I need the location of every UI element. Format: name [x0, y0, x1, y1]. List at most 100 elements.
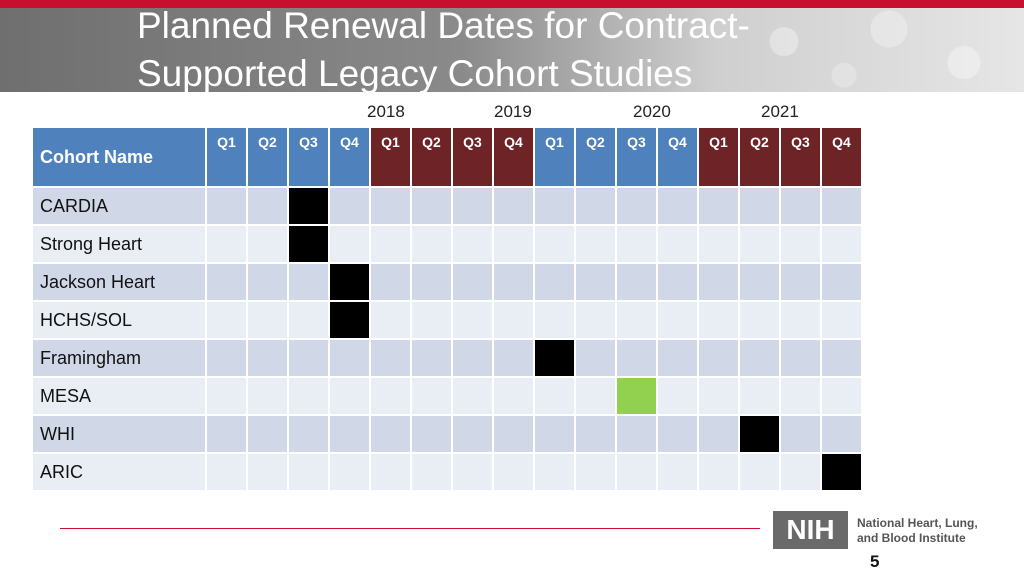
cohort-name-cell: Strong Heart: [33, 226, 205, 264]
quarter-cell: [453, 188, 492, 226]
quarter-cell: [207, 416, 246, 454]
quarter-cell: [658, 340, 697, 378]
quarter-cell: [535, 302, 574, 340]
year-label-2020: 2020: [633, 102, 671, 121]
quarter-cell: [740, 378, 779, 416]
quarter-cell: [371, 302, 410, 340]
quarter-header: Q4: [658, 128, 697, 188]
table-row: WHI: [33, 416, 861, 454]
quarter-cell: [617, 302, 656, 340]
quarter-cell: [330, 416, 369, 454]
renewal-marker: [535, 340, 574, 378]
quarter-cell: [740, 264, 779, 302]
quarter-header: Q3: [617, 128, 656, 188]
quarter-header: Q3: [289, 128, 328, 188]
cohort-name-header: Cohort Name: [33, 128, 205, 188]
quarter-cell: [781, 264, 820, 302]
quarter-cell: [617, 416, 656, 454]
quarter-cell: [781, 302, 820, 340]
quarter-cell: [494, 302, 533, 340]
institute-name-line1: National Heart, Lung,: [857, 516, 978, 530]
quarter-header: Q2: [248, 128, 287, 188]
header-hex-pattern: [724, 8, 1024, 92]
table-row: Framingham: [33, 340, 861, 378]
quarter-cell: [781, 340, 820, 378]
table-header-row: Cohort Name Q1 Q2 Q3 Q4 Q1 Q2 Q3 Q4 Q1 Q2 Q3 Q4 Q1 Q2…: [33, 128, 861, 188]
quarter-cell: [494, 378, 533, 416]
table-row: Strong Heart: [33, 226, 861, 264]
quarter-cell: [248, 302, 287, 340]
quarter-cell: [330, 340, 369, 378]
quarter-cell: [535, 378, 574, 416]
quarter-cell: [576, 302, 615, 340]
quarter-cell: [658, 226, 697, 264]
renewal-marker: [330, 264, 369, 302]
quarter-cell: [248, 340, 287, 378]
quarter-cell: [699, 302, 738, 340]
quarter-cell: [453, 340, 492, 378]
quarter-cell: [248, 188, 287, 226]
cohort-name-cell: MESA: [33, 378, 205, 416]
quarter-cell: [207, 188, 246, 226]
quarter-cell: [494, 416, 533, 454]
quarter-cell: [412, 340, 451, 378]
table-row: Jackson Heart: [33, 264, 861, 302]
quarter-cell: [699, 264, 738, 302]
quarter-cell: [576, 454, 615, 492]
quarter-cell: [822, 264, 861, 302]
quarter-cell: [576, 226, 615, 264]
institute-name-line2: and Blood Institute: [857, 531, 966, 545]
quarter-cell: [207, 454, 246, 492]
quarter-cell: [412, 378, 451, 416]
quarter-cell: [371, 264, 410, 302]
quarter-cell: [781, 226, 820, 264]
quarter-cell: [330, 226, 369, 264]
quarter-cell: [412, 454, 451, 492]
quarter-header: Q1: [371, 128, 410, 188]
quarter-header: Q4: [822, 128, 861, 188]
quarter-cell: [822, 226, 861, 264]
quarter-cell: [658, 378, 697, 416]
quarter-cell: [822, 378, 861, 416]
quarter-cell: [617, 340, 656, 378]
quarter-cell: [371, 226, 410, 264]
quarter-cell: [371, 416, 410, 454]
renewal-marker: [330, 302, 369, 340]
quarter-cell: [535, 454, 574, 492]
quarter-cell: [248, 416, 287, 454]
quarter-cell: [371, 188, 410, 226]
cohort-name-cell: WHI: [33, 416, 205, 454]
year-label-2019: 2019: [494, 102, 532, 121]
renewal-marker: [289, 226, 328, 264]
quarter-cell: [699, 226, 738, 264]
quarter-cell: [371, 378, 410, 416]
quarter-cell: [453, 378, 492, 416]
quarter-cell: [494, 340, 533, 378]
quarter-cell: [740, 340, 779, 378]
renewal-marker: [617, 378, 656, 416]
table-row: CARDIA: [33, 188, 861, 226]
nih-logo: NIH: [773, 511, 848, 549]
quarter-cell: [781, 416, 820, 454]
quarter-header: Q4: [330, 128, 369, 188]
quarter-cell: [740, 188, 779, 226]
quarter-cell: [453, 264, 492, 302]
quarter-cell: [289, 340, 328, 378]
cohort-name-cell: HCHS/SOL: [33, 302, 205, 340]
quarter-cell: [248, 454, 287, 492]
table-body: CARDIA Strong Heart Jackson Heart HCHS/SOL …: [33, 188, 861, 492]
quarter-cell: [412, 302, 451, 340]
quarter-cell: [576, 264, 615, 302]
quarter-cell: [371, 340, 410, 378]
footer-divider: [60, 528, 760, 529]
quarter-cell: [289, 264, 328, 302]
quarter-cell: [576, 188, 615, 226]
quarter-cell: [289, 454, 328, 492]
quarter-cell: [699, 454, 738, 492]
quarter-header: Q1: [207, 128, 246, 188]
quarter-cell: [822, 188, 861, 226]
quarter-cell: [617, 264, 656, 302]
renewal-marker: [822, 454, 861, 492]
quarter-cell: [535, 226, 574, 264]
quarter-header: Q2: [740, 128, 779, 188]
